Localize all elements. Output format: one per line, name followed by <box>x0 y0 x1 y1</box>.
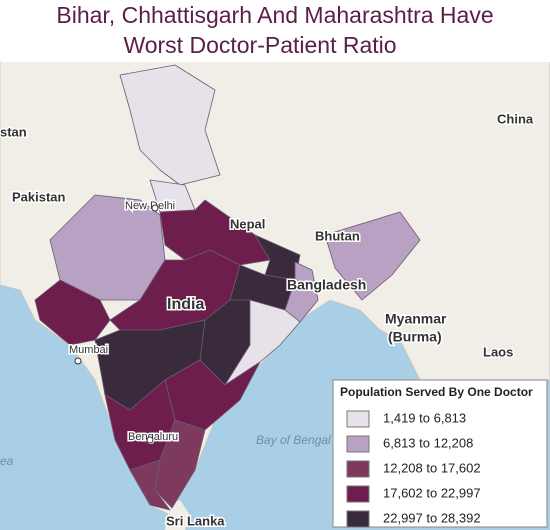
state <box>224 299 301 386</box>
map-labels: stan Pakistan China New Delhi Nepal Bhut… <box>0 110 535 530</box>
legend-swatch <box>346 435 370 453</box>
legend-label: 17,602 to 22,997 <box>383 485 481 500</box>
place-label: India <box>167 296 204 313</box>
place-label: Myanmar <box>385 311 447 327</box>
title: Bihar, Chhattisgarh And Maharashtra Have <box>56 2 493 28</box>
place-label: Pakistan <box>12 189 66 204</box>
legend: Population Served By One Doctor 1,419 to… <box>332 379 548 528</box>
city-dot <box>74 357 82 365</box>
state <box>34 279 111 346</box>
city-dot <box>151 204 159 212</box>
state <box>129 459 171 511</box>
title: Worst Doctor-Patient Ratio <box>123 32 396 58</box>
state <box>324 211 421 301</box>
place-label: Bangladesh <box>287 277 366 293</box>
legend-swatch <box>346 410 370 428</box>
title-band <box>0 0 550 62</box>
legend-title: Population Served By One Doctor <box>340 385 533 399</box>
place-label: Nepal <box>230 216 265 231</box>
place-label: Laos <box>483 344 513 359</box>
place-label: Bengaluru <box>128 431 178 443</box>
states <box>34 64 421 511</box>
place-label: Sri Lanka <box>166 513 225 528</box>
legend-label: 12,208 to 17,602 <box>383 460 481 475</box>
sea-label: ea <box>0 454 14 468</box>
legend-box <box>332 379 548 528</box>
state <box>159 199 271 266</box>
legend-label: 22,997 to 28,392 <box>383 510 481 525</box>
legend-swatch <box>346 460 370 478</box>
sea-label: Bay of Bengal <box>256 433 331 447</box>
state <box>119 64 221 186</box>
place-label: New Delhi <box>125 200 175 212</box>
legend-label: 6,813 to 12,208 <box>383 435 473 450</box>
legend-swatch <box>346 510 370 528</box>
place-label: Bhutan <box>315 228 360 243</box>
city-dot <box>146 436 154 444</box>
place-label: (Burma) <box>388 329 442 345</box>
place-label: stan <box>0 124 27 139</box>
place-label: Mumbai <box>69 344 108 356</box>
legend-label: 1,419 to 6,813 <box>383 410 466 425</box>
place-label: China <box>497 111 534 126</box>
legend-swatch <box>346 485 370 503</box>
